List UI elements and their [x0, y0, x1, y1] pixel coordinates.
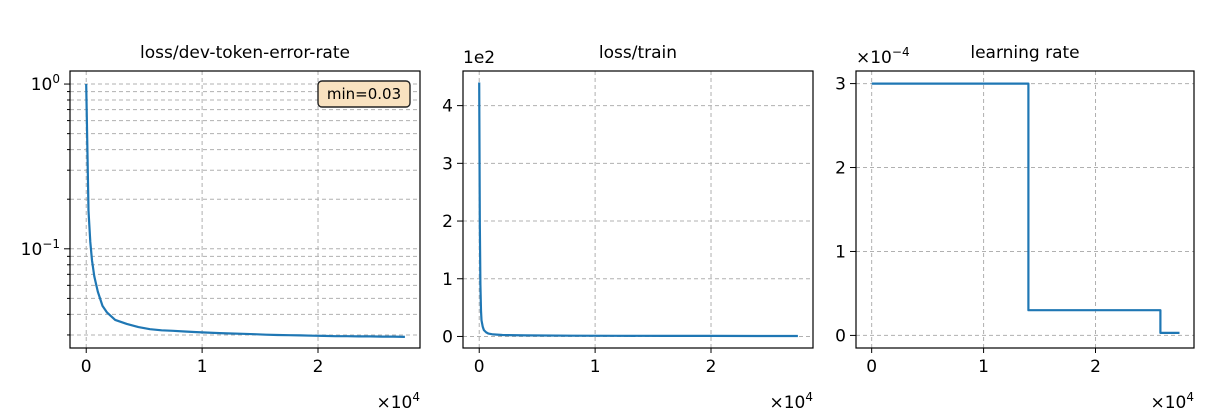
y-offset-train-loss: 1e2	[463, 48, 495, 68]
chart-title-train-loss: loss/train	[599, 43, 677, 63]
train-loss-y-tick-label: 3	[442, 154, 453, 174]
dev-token-error-rate-x-tick-label: 1	[197, 357, 208, 377]
x-offset-dev-token-error-rate: ×104	[376, 390, 420, 413]
learning-rate-y-tick-label: 1	[835, 242, 846, 262]
ticks-learning-rate: 0 1 2 0 1 2 3	[835, 75, 1101, 377]
axes-frame-dev-token-error-rate	[69, 70, 421, 349]
chart-title-learning-rate: learning rate	[970, 43, 1079, 63]
x-offset-learning-rate: ×104	[1150, 390, 1194, 413]
dev-token-error-rate-x-tick-label: 0	[81, 357, 92, 377]
learning-rate-x-tick-label: 1	[978, 357, 989, 377]
train-loss-line	[478, 82, 798, 338]
min-annotation: min=0.03	[317, 80, 411, 108]
min-annotation-text: min=0.03	[327, 85, 401, 103]
x-offset-train-loss: ×104	[769, 390, 813, 413]
train-loss-x-tick-label: 1	[590, 357, 601, 377]
learning-rate-x-tick-label: 2	[1090, 357, 1101, 377]
grid-dev-token-error-rate	[70, 71, 420, 348]
train-loss-y-tick-label: 4	[442, 97, 453, 117]
train-loss-y-tick-label: 2	[442, 212, 453, 232]
ticks-train-loss: 0 1 2 0 1 2 3 4	[442, 97, 716, 377]
train-loss-x-tick-label: 2	[706, 357, 717, 377]
dev-token-error-rate-y-tick-label: 100	[31, 72, 60, 95]
learning-rate-x-tick-label: 0	[866, 357, 877, 377]
axes-frame-train-loss	[462, 70, 814, 349]
min-annotation-box	[317, 80, 411, 108]
learning-rate-y-tick-label: 3	[835, 75, 846, 95]
learning-rate-y-tick-label: 2	[835, 159, 846, 179]
ticks-dev-token-error-rate: 0 1 2 10−1 100	[21, 72, 324, 377]
train-loss-y-tick-label: 1	[442, 270, 453, 290]
panel-dev-token-error-rate: 0 1 2 10−1 100 loss/dev-token-error-rate min…	[21, 43, 421, 413]
dev-token-error-rate-x-tick-label: 2	[313, 357, 324, 377]
panel-learning-rate: 0 1 2 0 1 2 3 learning rate ×10−4 ×104	[835, 43, 1195, 413]
learning-rate-line	[871, 82, 1180, 334]
dev-token-error-rate-y-tick-label: 10−1	[21, 237, 60, 260]
y-offset-learning-rate: ×10−4	[856, 45, 910, 68]
panel-train-loss: 0 1 2 0 1 2 3 4 loss/train 1e2 ×104	[442, 43, 814, 413]
learning-rate-y-tick-label: 0	[835, 326, 846, 346]
train-loss-y-tick-label: 0	[442, 327, 453, 347]
grid-train-loss	[463, 71, 813, 348]
dev-token-error-rate-line	[85, 83, 405, 338]
train-loss-x-tick-label: 0	[474, 357, 485, 377]
axes-frame-learning-rate	[855, 70, 1195, 349]
grid-learning-rate	[856, 71, 1194, 348]
chart-title-dev-token-error-rate: loss/dev-token-error-rate	[140, 43, 350, 63]
